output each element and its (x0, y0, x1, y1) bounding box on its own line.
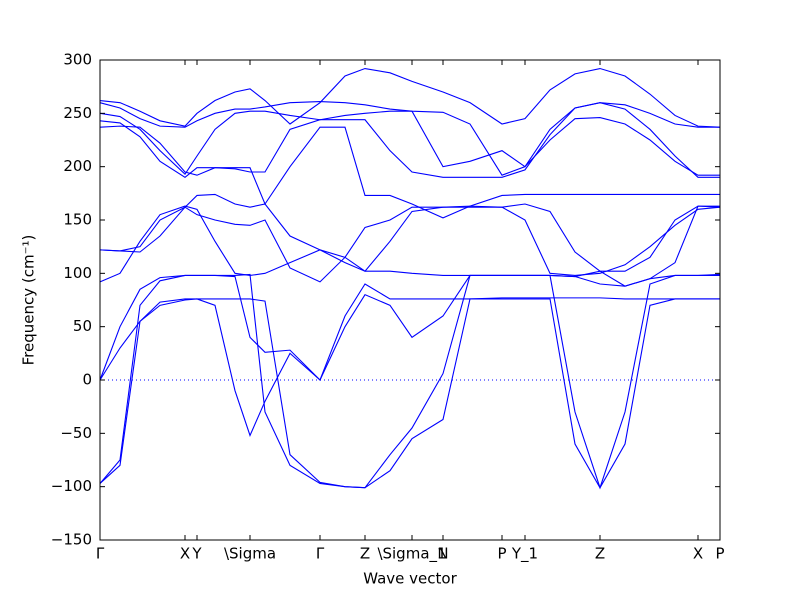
y-tick-label: 0 (82, 371, 92, 389)
y-tick-label: 300 (63, 51, 92, 69)
y-tick-label: −100 (51, 477, 92, 495)
band-line (99, 125, 720, 219)
y-tick-label: 150 (63, 211, 92, 229)
band-line (99, 205, 721, 287)
y-tick-label: 250 (63, 104, 92, 122)
x-tick-label: \Sigma_1 (377, 545, 446, 564)
y-tick-label: −50 (60, 424, 92, 442)
band-line (99, 283, 720, 437)
plot-frame (99, 59, 721, 541)
y-axis-label: Frequency (cm⁻¹) (20, 235, 38, 366)
x-tick-label: P (497, 545, 506, 563)
x-axis-label: Wave vector (363, 570, 457, 588)
y-tick-label: −150 (51, 531, 92, 549)
x-tick-label: \Sigma (224, 545, 276, 563)
band-line (99, 274, 720, 381)
x-tick-label: Z (360, 545, 370, 563)
x-tick-label: P (715, 545, 724, 563)
x-tick-label: Γ (96, 545, 105, 563)
y-tick-label: 200 (63, 157, 92, 175)
x-tick-label: Z (595, 545, 605, 563)
band-line (99, 102, 720, 179)
band-line (99, 67, 721, 128)
band-line (99, 193, 720, 272)
x-tick-label: Y (191, 545, 202, 563)
plot-area (99, 67, 721, 490)
x-tick-label: X (693, 545, 703, 563)
y-tick-label: 50 (73, 317, 92, 335)
band-line (99, 110, 720, 176)
band-line (99, 101, 720, 176)
band-line (99, 205, 721, 283)
x-tick-label: Y_1 (511, 545, 538, 564)
x-tick-label: N (437, 545, 448, 563)
x-tick-label: X (180, 545, 190, 563)
x-tick-label: Γ (316, 545, 325, 563)
y-tick-label: 100 (63, 264, 92, 282)
